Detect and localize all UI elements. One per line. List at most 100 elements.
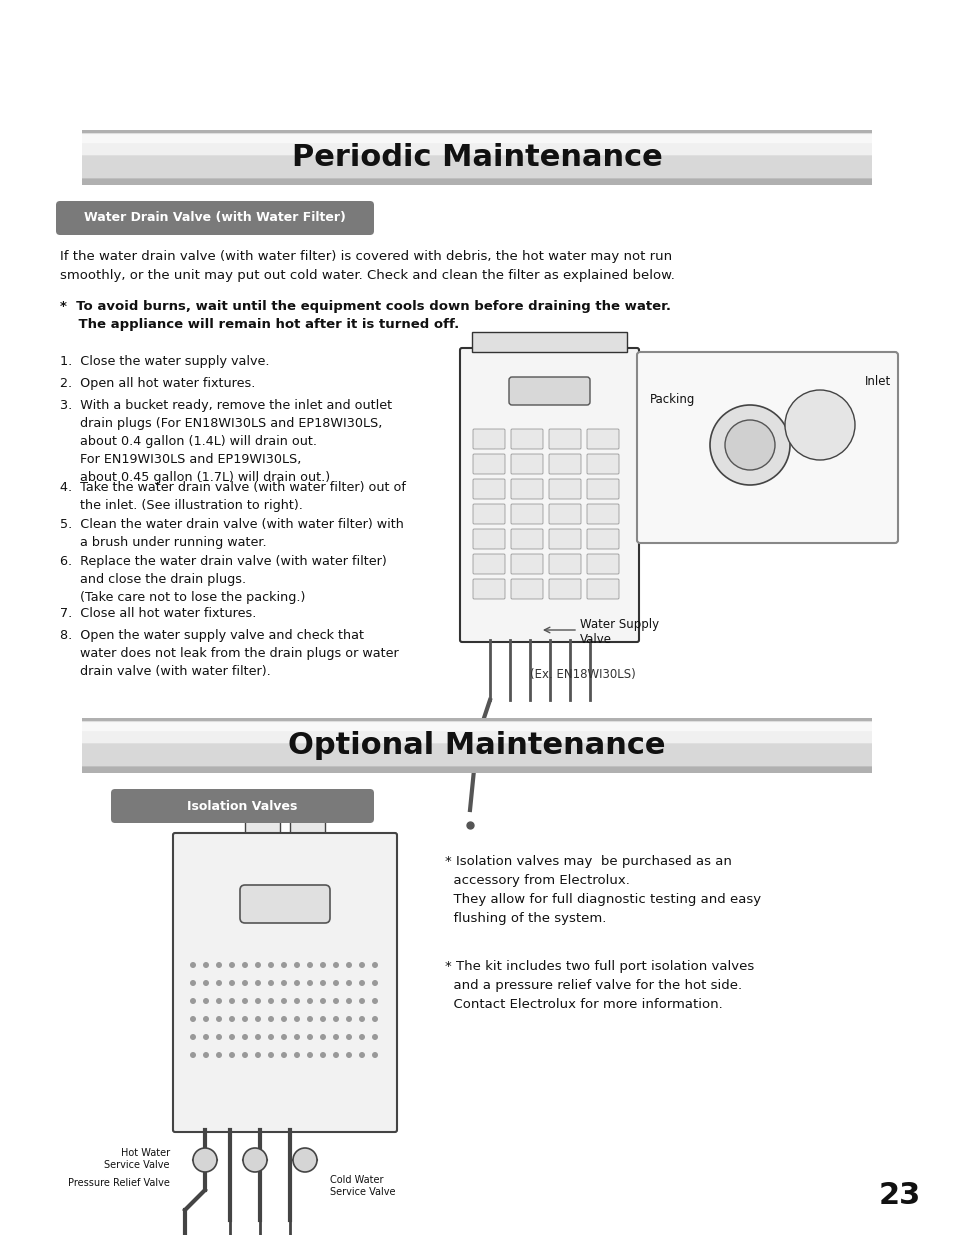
Circle shape <box>358 998 365 1004</box>
Circle shape <box>307 1034 313 1040</box>
Text: Hot Water
Service Valve: Hot Water Service Valve <box>105 1149 170 1171</box>
Circle shape <box>215 1016 222 1023</box>
Text: 2.  Open all hot water fixtures.: 2. Open all hot water fixtures. <box>60 377 255 390</box>
Bar <box>472 332 626 352</box>
Circle shape <box>281 1016 287 1023</box>
Text: Packing: Packing <box>649 393 695 406</box>
Text: Water Supply: Water Supply <box>579 618 659 631</box>
FancyBboxPatch shape <box>509 377 589 405</box>
Circle shape <box>333 998 338 1004</box>
Circle shape <box>229 1034 234 1040</box>
FancyBboxPatch shape <box>82 137 871 178</box>
Circle shape <box>281 998 287 1004</box>
Text: Valve: Valve <box>579 634 612 646</box>
FancyBboxPatch shape <box>586 555 618 574</box>
FancyBboxPatch shape <box>473 579 504 599</box>
Circle shape <box>268 1016 274 1023</box>
Circle shape <box>254 1016 261 1023</box>
Circle shape <box>254 1034 261 1040</box>
Text: Periodic Maintenance: Periodic Maintenance <box>292 143 661 172</box>
Circle shape <box>372 998 377 1004</box>
Circle shape <box>203 981 209 986</box>
FancyBboxPatch shape <box>82 722 871 743</box>
Circle shape <box>215 1052 222 1058</box>
Circle shape <box>229 1052 234 1058</box>
FancyBboxPatch shape <box>82 133 871 143</box>
FancyBboxPatch shape <box>473 555 504 574</box>
Circle shape <box>190 1052 195 1058</box>
Circle shape <box>242 1034 248 1040</box>
FancyBboxPatch shape <box>637 352 897 543</box>
Circle shape <box>215 981 222 986</box>
Circle shape <box>372 981 377 986</box>
FancyBboxPatch shape <box>548 429 580 450</box>
Circle shape <box>307 1016 313 1023</box>
Circle shape <box>193 1149 216 1172</box>
Circle shape <box>358 962 365 968</box>
FancyBboxPatch shape <box>548 479 580 499</box>
Circle shape <box>294 962 299 968</box>
Text: 23: 23 <box>878 1181 921 1209</box>
Text: Inlet: Inlet <box>864 375 890 388</box>
Circle shape <box>242 981 248 986</box>
Circle shape <box>281 962 287 968</box>
Circle shape <box>190 962 195 968</box>
Circle shape <box>346 1052 352 1058</box>
Text: 8.  Open the water supply valve and check that
     water does not leak from the: 8. Open the water supply valve and check… <box>60 629 398 678</box>
Circle shape <box>709 405 789 485</box>
FancyBboxPatch shape <box>82 718 871 773</box>
Circle shape <box>358 1016 365 1023</box>
Circle shape <box>229 981 234 986</box>
Circle shape <box>319 1052 326 1058</box>
Circle shape <box>268 1052 274 1058</box>
FancyBboxPatch shape <box>82 721 871 731</box>
Circle shape <box>346 962 352 968</box>
Text: 3.  With a bucket ready, remove the inlet and outlet
     drain plugs (For EN18W: 3. With a bucket ready, remove the inlet… <box>60 399 392 484</box>
FancyBboxPatch shape <box>511 479 542 499</box>
Text: *  To avoid burns, wait until the equipment cools down before draining the water: * To avoid burns, wait until the equipme… <box>60 300 670 312</box>
FancyBboxPatch shape <box>548 579 580 599</box>
Text: Pressure Relief Valve: Pressure Relief Valve <box>68 1178 170 1188</box>
Circle shape <box>307 962 313 968</box>
Circle shape <box>333 962 338 968</box>
FancyBboxPatch shape <box>511 555 542 574</box>
Circle shape <box>294 1016 299 1023</box>
FancyBboxPatch shape <box>548 504 580 524</box>
Circle shape <box>215 1034 222 1040</box>
Text: Water drain valve: Water drain valve <box>735 493 834 503</box>
FancyBboxPatch shape <box>111 789 374 823</box>
FancyBboxPatch shape <box>548 454 580 474</box>
FancyBboxPatch shape <box>473 529 504 550</box>
Circle shape <box>319 998 326 1004</box>
FancyBboxPatch shape <box>511 429 542 450</box>
Circle shape <box>190 1034 195 1040</box>
Circle shape <box>229 962 234 968</box>
Circle shape <box>215 998 222 1004</box>
FancyBboxPatch shape <box>473 479 504 499</box>
Circle shape <box>333 1034 338 1040</box>
Text: 6.  Replace the water drain valve (with water filter)
     and close the drain p: 6. Replace the water drain valve (with w… <box>60 555 386 604</box>
Circle shape <box>254 962 261 968</box>
FancyBboxPatch shape <box>511 454 542 474</box>
Text: 7.  Close all hot water fixtures.: 7. Close all hot water fixtures. <box>60 606 256 620</box>
Circle shape <box>372 1034 377 1040</box>
FancyBboxPatch shape <box>586 454 618 474</box>
FancyBboxPatch shape <box>473 429 504 450</box>
FancyBboxPatch shape <box>511 504 542 524</box>
Circle shape <box>190 981 195 986</box>
Circle shape <box>203 1016 209 1023</box>
Text: If the water drain valve (with water filter) is covered with debris, the hot wat: If the water drain valve (with water fil… <box>60 249 674 282</box>
FancyBboxPatch shape <box>586 579 618 599</box>
Circle shape <box>190 998 195 1004</box>
Circle shape <box>358 1052 365 1058</box>
Circle shape <box>281 1052 287 1058</box>
Circle shape <box>182 842 198 858</box>
Circle shape <box>229 998 234 1004</box>
FancyBboxPatch shape <box>586 529 618 550</box>
Circle shape <box>268 998 274 1004</box>
Circle shape <box>372 962 377 968</box>
Circle shape <box>307 998 313 1004</box>
FancyBboxPatch shape <box>240 885 330 923</box>
Circle shape <box>319 1034 326 1040</box>
Circle shape <box>268 981 274 986</box>
